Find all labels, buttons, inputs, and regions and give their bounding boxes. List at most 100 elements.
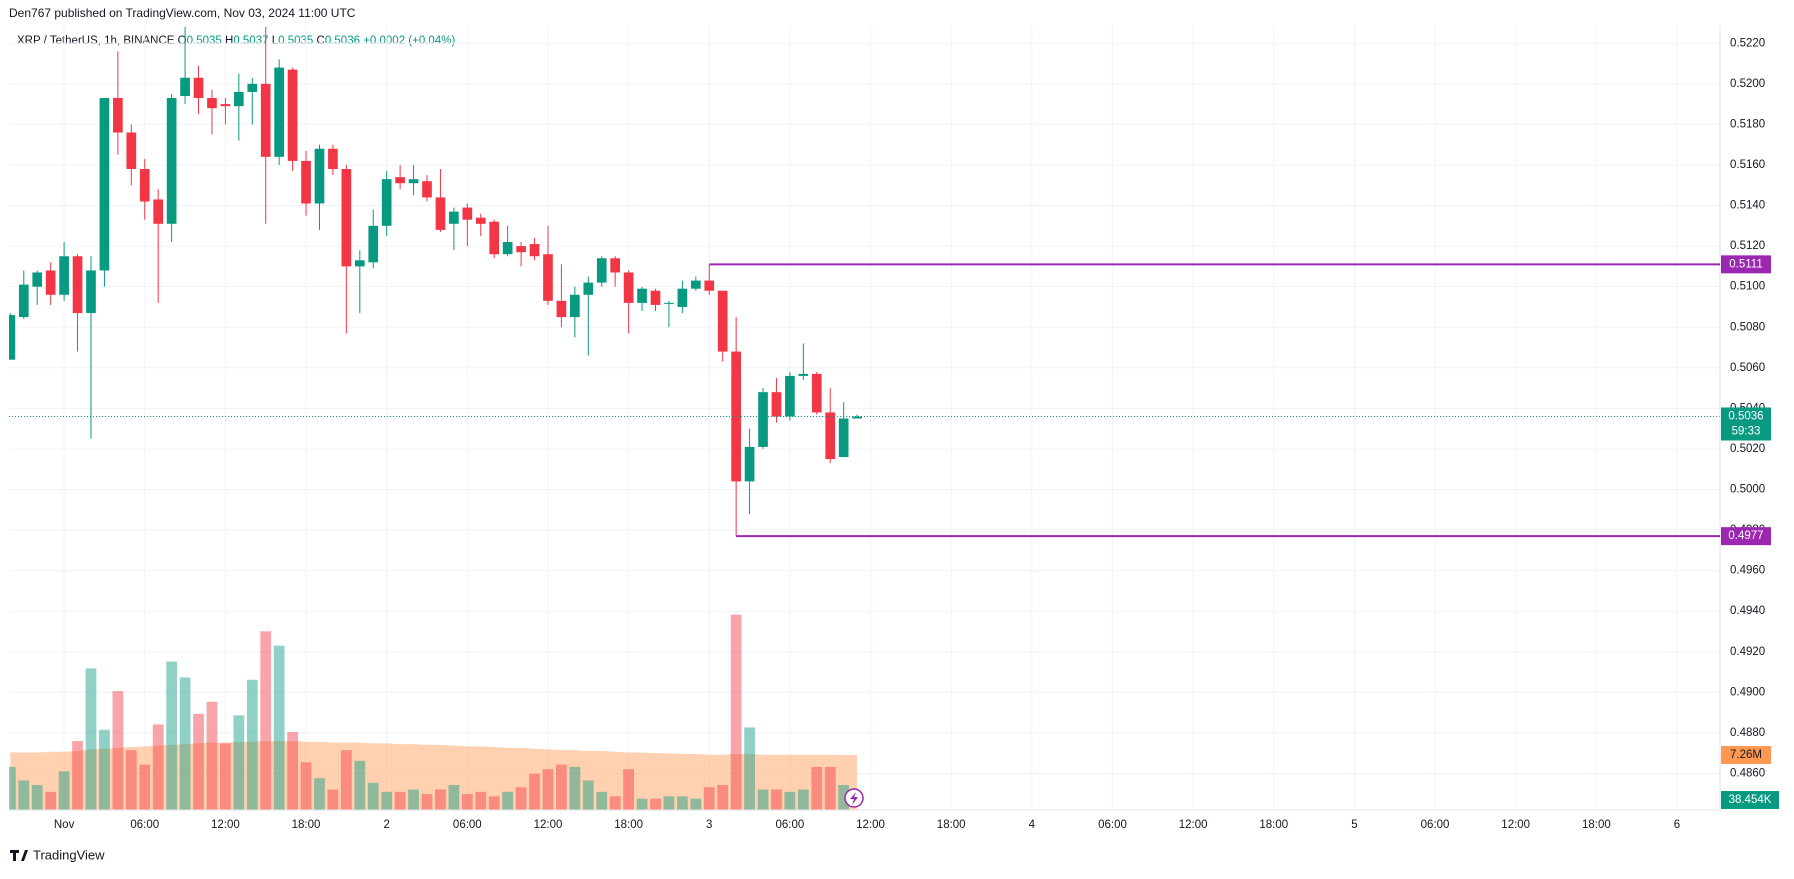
volume-bar: [5, 767, 16, 810]
candle-body: [557, 301, 567, 317]
volume-bar: [220, 743, 231, 810]
y-tick-label: 0.5180: [1730, 118, 1765, 130]
brand-logo: [10, 850, 28, 861]
volume-bar: [99, 730, 110, 810]
volume-bar: [690, 799, 701, 810]
x-tick-label: 12:00: [534, 819, 563, 831]
candle-body: [772, 392, 782, 416]
candle-body: [503, 242, 513, 254]
candle-body: [570, 295, 580, 317]
volume-bar: [825, 767, 836, 810]
level-label: 0.4977: [1728, 530, 1763, 542]
x-tick-label: 12:00: [1501, 819, 1530, 831]
x-tick-label: 18:00: [614, 819, 643, 831]
volume-bar: [462, 794, 473, 810]
x-tick-label: 06:00: [453, 819, 482, 831]
ohlc-key: C: [317, 35, 325, 47]
publish-info: Den767 published on TradingView.com, Nov…: [9, 6, 356, 20]
candle-body: [342, 169, 352, 266]
candle-body: [678, 289, 688, 307]
candle-body: [126, 133, 136, 170]
volume-bar: [408, 790, 419, 810]
x-tick-label: 18:00: [292, 819, 321, 831]
volume-bar: [489, 796, 500, 810]
candle-body: [449, 212, 459, 224]
ohlc-value: 0.5035: [278, 35, 313, 47]
ohlc-key: H: [225, 35, 233, 47]
volume-bar: [502, 792, 513, 810]
volume-bar: [301, 762, 312, 810]
volume-bar: [45, 792, 56, 810]
volume-bar: [798, 790, 809, 810]
volume-bar: [18, 780, 29, 810]
candle-body: [328, 149, 338, 169]
volume-bar: [529, 774, 540, 810]
candle-body: [610, 258, 620, 272]
candle-body: [718, 291, 728, 352]
volume-bar: [368, 783, 379, 810]
candle-body: [637, 289, 647, 303]
level-label: 0.5111: [1729, 258, 1762, 270]
y-tick-label: 0.4880: [1730, 727, 1765, 739]
volume-bar: [274, 646, 285, 810]
volume-bar: [758, 790, 769, 810]
candle-body: [852, 416, 862, 418]
y-tick-label: 0.5020: [1730, 443, 1765, 455]
candle-body: [583, 283, 593, 295]
x-tick-label: 18:00: [937, 819, 966, 831]
volume-bar: [86, 668, 97, 810]
volume-bar: [569, 767, 580, 810]
volume-bar: [596, 792, 607, 810]
volume-bar: [811, 767, 822, 810]
y-tick-label: 0.5100: [1730, 281, 1765, 293]
candle-body: [530, 244, 540, 256]
candle-body: [758, 392, 768, 447]
candle-body: [516, 246, 526, 252]
volume-bar: [717, 785, 728, 810]
volume-bar: [354, 761, 365, 810]
candle-body: [799, 374, 809, 376]
volume-bar: [180, 678, 191, 811]
volume-bar: [677, 796, 688, 810]
volume-bar: [744, 727, 755, 810]
x-tick-label: 18:00: [1582, 819, 1611, 831]
countdown-label: 59:33: [1732, 426, 1761, 438]
volume-bar: [449, 785, 460, 810]
candle-body: [140, 169, 150, 201]
x-tick-label: 4: [1029, 819, 1036, 831]
y-tick-label: 0.5060: [1730, 362, 1765, 374]
volume-bar: [166, 662, 177, 810]
volume-bar: [422, 794, 433, 810]
volume-bar: [704, 787, 715, 810]
volume-bar: [381, 792, 392, 810]
volume-bar: [785, 792, 796, 810]
candle-body: [624, 272, 634, 302]
x-tick-label: 06:00: [130, 819, 159, 831]
candle-body: [489, 222, 499, 254]
last-price-label: 0.5036: [1728, 411, 1763, 423]
candle-body: [274, 68, 284, 157]
volume-bar: [72, 741, 83, 810]
x-tick-label: Nov: [54, 819, 75, 831]
volume-ma-area: [10, 741, 857, 810]
candle-body: [355, 260, 365, 266]
candle-body: [221, 104, 231, 106]
x-tick-label: 12:00: [856, 819, 885, 831]
y-tick-label: 0.4920: [1730, 646, 1765, 658]
y-tick-label: 0.4960: [1730, 565, 1765, 577]
x-tick-label: 06:00: [776, 819, 805, 831]
volume-bar: [341, 750, 352, 810]
volume-bar: [287, 732, 298, 810]
candle-body: [462, 208, 472, 220]
candle-body: [180, 78, 190, 96]
y-tick-label: 0.5220: [1730, 37, 1765, 49]
volume-label: 38.454K: [1729, 794, 1772, 806]
volume-bar: [112, 691, 123, 810]
volume-bar: [59, 771, 70, 810]
volume-bar: [435, 790, 446, 810]
x-tick-label: 06:00: [1098, 819, 1127, 831]
ohlc-value: 0.5035: [187, 35, 222, 47]
y-tick-label: 0.5160: [1730, 159, 1765, 171]
candle-body: [664, 303, 674, 304]
